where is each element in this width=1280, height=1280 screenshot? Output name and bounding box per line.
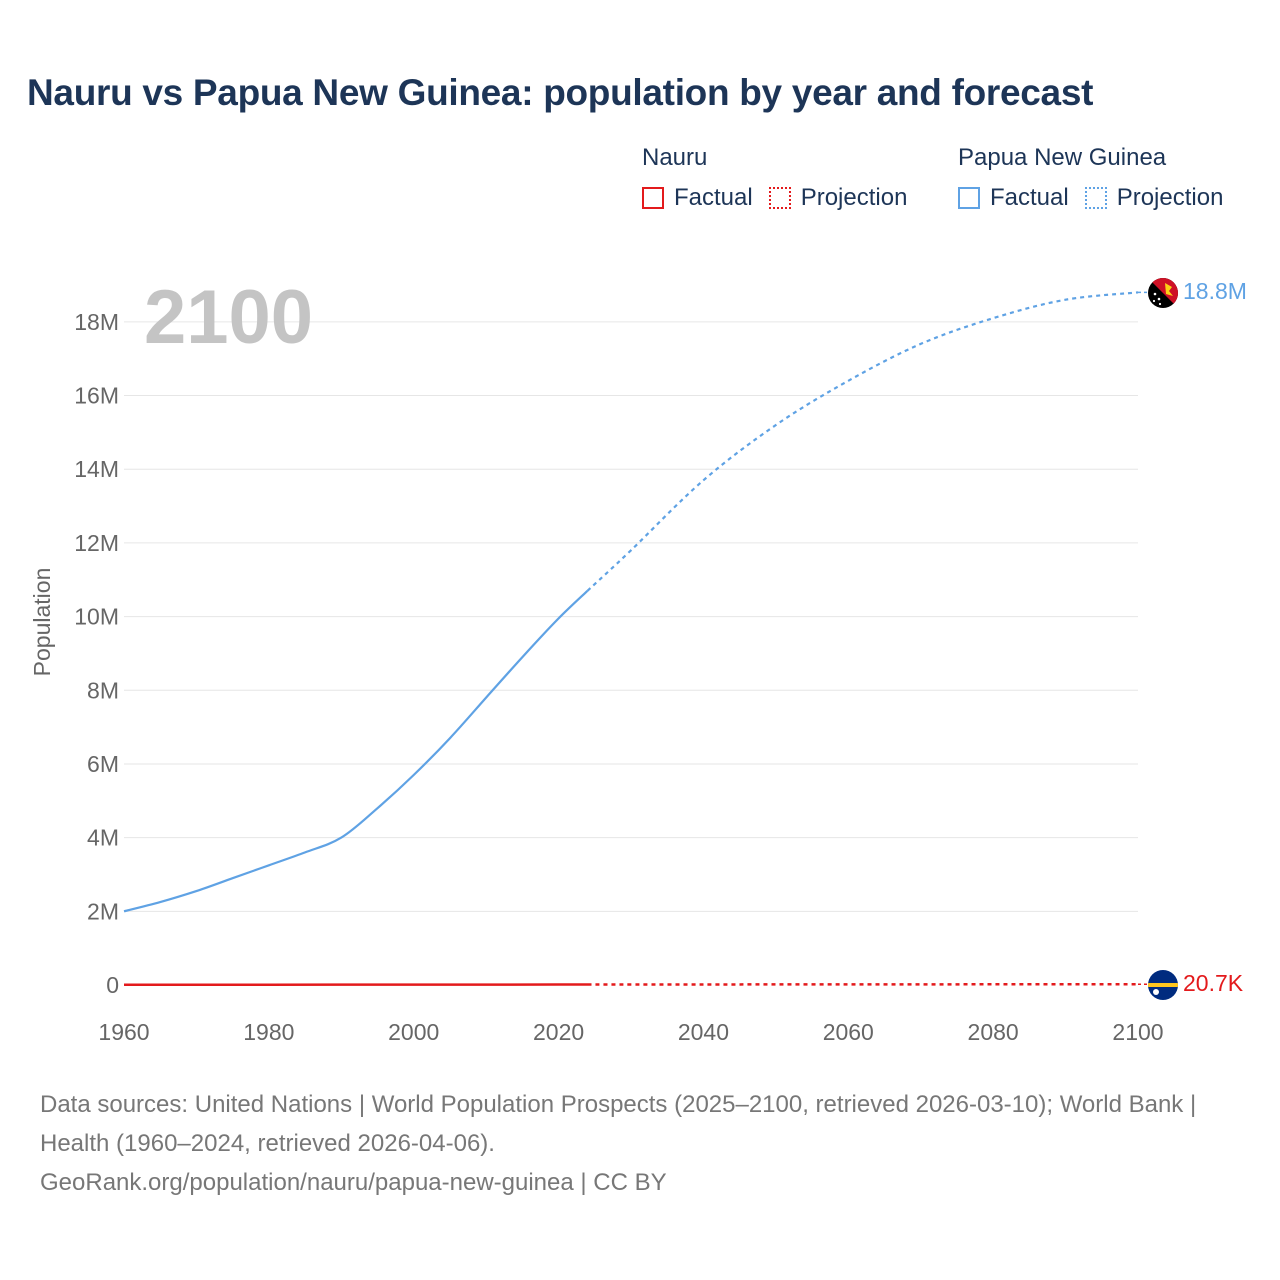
legend-label-png-projection[interactable]: Projection — [1116, 184, 1224, 211]
nauru-flag-icon — [1148, 970, 1178, 1000]
x-tick-label: 2100 — [1112, 1019, 1163, 1045]
x-tick-label: 1980 — [243, 1019, 294, 1045]
x-tick-label: 2060 — [823, 1019, 874, 1045]
series-line-papua-new-guinea-projection[interactable] — [586, 291, 1139, 592]
y-tick-label: 10M — [74, 604, 119, 630]
y-tick-label: 2M — [87, 898, 119, 924]
legend-swatch-nauru-factual[interactable] — [642, 187, 664, 209]
y-tick-label: 4M — [87, 825, 119, 851]
y-tick-label: 16M — [74, 383, 119, 409]
y-axis-title: Population — [29, 568, 55, 677]
footer-sources: Data sources: United Nations | World Pop… — [40, 1091, 1197, 1157]
x-tick-label: 2040 — [678, 1019, 729, 1045]
year-overlay: 2100 — [144, 275, 313, 360]
y-tick-label: 6M — [87, 751, 119, 777]
legend-group-name: Nauru — [642, 144, 708, 171]
legend-group-papua-new-guinea: Papua New Guinea Factual Projection — [958, 142, 1223, 212]
y-axis-ticks: 0 2M 4M 6M 8M 10M 12M 14M 16M 18M — [74, 309, 119, 998]
y-tick-label: 12M — [74, 530, 119, 556]
chart-title: Nauru vs Papua New Guinea: population by… — [27, 72, 1094, 113]
end-label-nauru: 20.7K — [1183, 970, 1244, 996]
legend-swatch-nauru-projection[interactable] — [768, 187, 791, 209]
y-tick-label: 18M — [74, 309, 119, 335]
legend-group-name: Papua New Guinea — [958, 144, 1167, 171]
x-tick-label: 2000 — [388, 1019, 439, 1045]
footer-attribution[interactable]: GeoRank.org/population/nauru/papua-new-g… — [40, 1169, 667, 1196]
gridlines — [124, 321, 1138, 912]
legend-label-nauru-projection[interactable]: Projection — [800, 184, 908, 211]
series-lines — [123, 291, 1148, 987]
footer: Data sources: United Nations | World Pop… — [40, 1085, 1240, 1202]
legend-swatch-png-projection[interactable] — [1084, 187, 1107, 209]
x-axis-ticks: 1960 1980 2000 2020 2040 2060 2080 2100 — [98, 1019, 1163, 1045]
papua-new-guinea-flag-icon — [1148, 278, 1178, 308]
x-tick-label: 1960 — [98, 1019, 149, 1045]
legend-group-nauru: Nauru Factual Projection — [642, 142, 923, 212]
end-label-papua-new-guinea: 18.8M — [1183, 278, 1247, 304]
legend-label-nauru-factual[interactable]: Factual — [674, 184, 753, 211]
legend-label-png-factual[interactable]: Factual — [990, 184, 1069, 211]
x-tick-label: 2020 — [533, 1019, 584, 1045]
series-line-papua-new-guinea-factual[interactable] — [123, 590, 589, 913]
y-tick-label: 8M — [87, 677, 119, 703]
legend-swatch-png-factual[interactable] — [958, 187, 980, 209]
y-tick-label: 14M — [74, 456, 119, 482]
y-tick-label: 0 — [106, 972, 119, 998]
x-tick-label: 2080 — [968, 1019, 1019, 1045]
